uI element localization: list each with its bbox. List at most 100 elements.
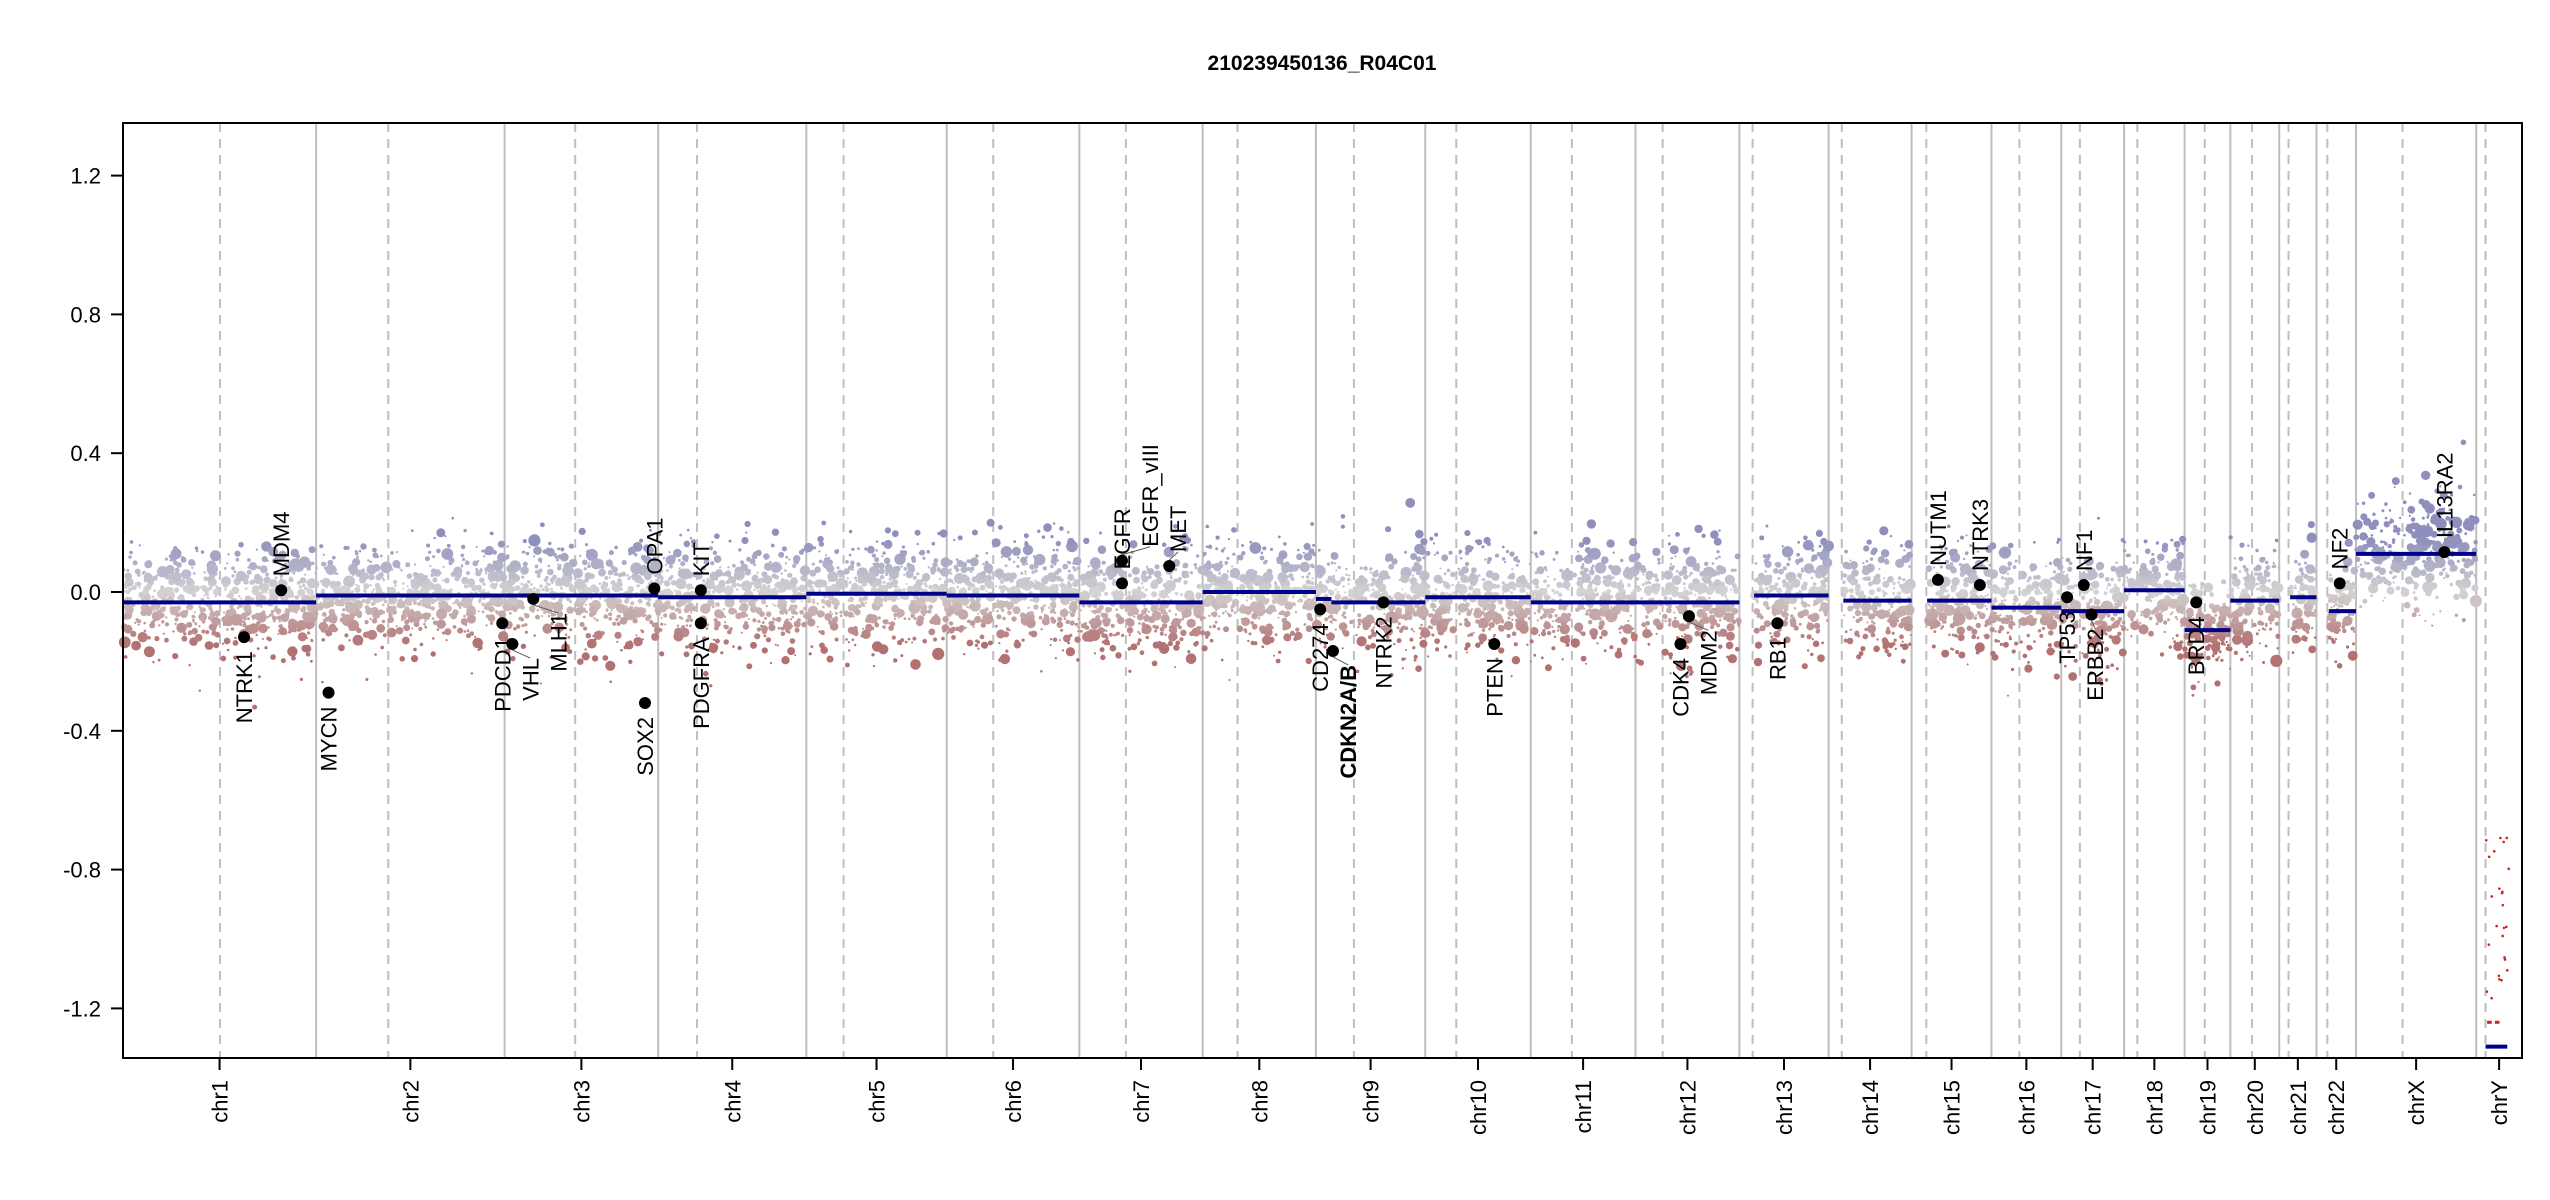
probe-point: [1177, 618, 1182, 623]
probe-point: [1588, 569, 1595, 576]
probe-point: [994, 573, 999, 577]
probe-point: [1173, 524, 1178, 529]
probe-point: [245, 578, 249, 582]
probe-point: [1451, 583, 1454, 587]
probe-point: [140, 609, 148, 617]
probe-point: [1810, 652, 1814, 657]
probe-point: [247, 566, 250, 569]
probe-point: [831, 613, 834, 616]
probe-point: [604, 598, 608, 603]
probe-point: [306, 578, 318, 589]
probe-point: [712, 638, 716, 641]
probe-point: [1702, 602, 1712, 612]
probe-point: [231, 586, 240, 595]
probe-point: [1303, 623, 1307, 626]
probe-point: [912, 636, 917, 641]
probe-point: [1664, 591, 1667, 594]
probe-point: [732, 563, 736, 568]
probe-point: [1603, 590, 1606, 593]
probe-point: [446, 597, 450, 601]
probe-point: [828, 620, 833, 625]
probe-point: [1155, 604, 1159, 608]
probe-point: [963, 597, 968, 602]
probe-point: [368, 573, 375, 581]
probe-point: [1601, 629, 1608, 637]
probe-point: [1478, 619, 1482, 623]
probe-point: [1357, 592, 1361, 595]
probe-point: [1220, 658, 1224, 662]
probe-point: [509, 571, 517, 580]
probe-point: [1042, 586, 1052, 596]
probe-point: [846, 577, 849, 580]
probe-point: [143, 646, 155, 658]
probe-point: [1633, 567, 1636, 570]
probe-point: [1583, 567, 1589, 573]
probe-point: [495, 602, 501, 608]
probe-point: [970, 605, 977, 611]
probe-point: [1098, 569, 1104, 574]
probe-point: [1488, 621, 1495, 629]
probe-point: [862, 570, 865, 573]
probe-point: [879, 568, 885, 575]
probe-point: [1054, 611, 1057, 615]
probe-point: [785, 618, 789, 623]
probe-point: [520, 617, 525, 622]
probe-point: [444, 605, 452, 613]
probe-point: [1662, 613, 1668, 620]
probe-point: [159, 591, 165, 598]
probe-point: [260, 604, 263, 607]
probe-point: [136, 620, 140, 623]
probe-point: [1334, 580, 1341, 587]
probe-point: [1464, 618, 1469, 623]
probe-point: [1709, 615, 1712, 618]
probe-point: [614, 545, 618, 550]
probe-point: [579, 554, 582, 557]
probe-point: [1326, 632, 1335, 641]
probe-point: [1330, 552, 1334, 556]
probe-point: [632, 618, 638, 624]
probe-point: [931, 541, 936, 546]
probe-point: [793, 620, 801, 628]
probe-point: [1159, 626, 1165, 632]
probe-point: [1318, 584, 1324, 589]
probe-point: [1683, 635, 1686, 639]
probe-point: [704, 579, 715, 590]
probe-point: [172, 594, 175, 597]
probe-point: [1591, 634, 1597, 640]
probe-point: [817, 535, 824, 543]
probe-point: [1404, 568, 1407, 572]
probe-point: [1717, 572, 1720, 576]
probe-point: [1355, 584, 1360, 589]
probe-point: [1371, 577, 1376, 582]
probe-point: [1685, 674, 1689, 679]
probe-point: [247, 617, 250, 621]
probe-point: [542, 549, 548, 554]
probe-point: [1226, 612, 1229, 615]
probe-point: [1580, 571, 1587, 577]
probe-point: [1055, 540, 1062, 547]
probe-point: [1382, 624, 1390, 633]
probe-point: [304, 586, 308, 591]
probe-point: [1110, 563, 1120, 572]
probe-point: [1635, 557, 1639, 561]
probe-point: [877, 616, 881, 620]
probe-point: [827, 603, 832, 608]
probe-point: [237, 576, 240, 580]
probe-point: [1011, 546, 1021, 556]
probe-point: [165, 616, 168, 619]
probe-point: [266, 636, 271, 641]
probe-point: [1129, 540, 1138, 549]
probe-point: [461, 576, 469, 585]
probe-point: [260, 590, 265, 595]
probe-point: [501, 583, 511, 592]
probe-point: [1773, 630, 1781, 638]
probe-point: [591, 655, 599, 662]
probe-point: [1341, 647, 1344, 650]
probe-point: [1434, 553, 1437, 557]
probe-point: [1419, 636, 1422, 640]
probe-point: [1022, 544, 1034, 556]
probe-point: [1570, 638, 1581, 648]
probe-point: [421, 613, 425, 617]
probe-point: [1102, 628, 1106, 632]
probe-point: [757, 578, 761, 582]
